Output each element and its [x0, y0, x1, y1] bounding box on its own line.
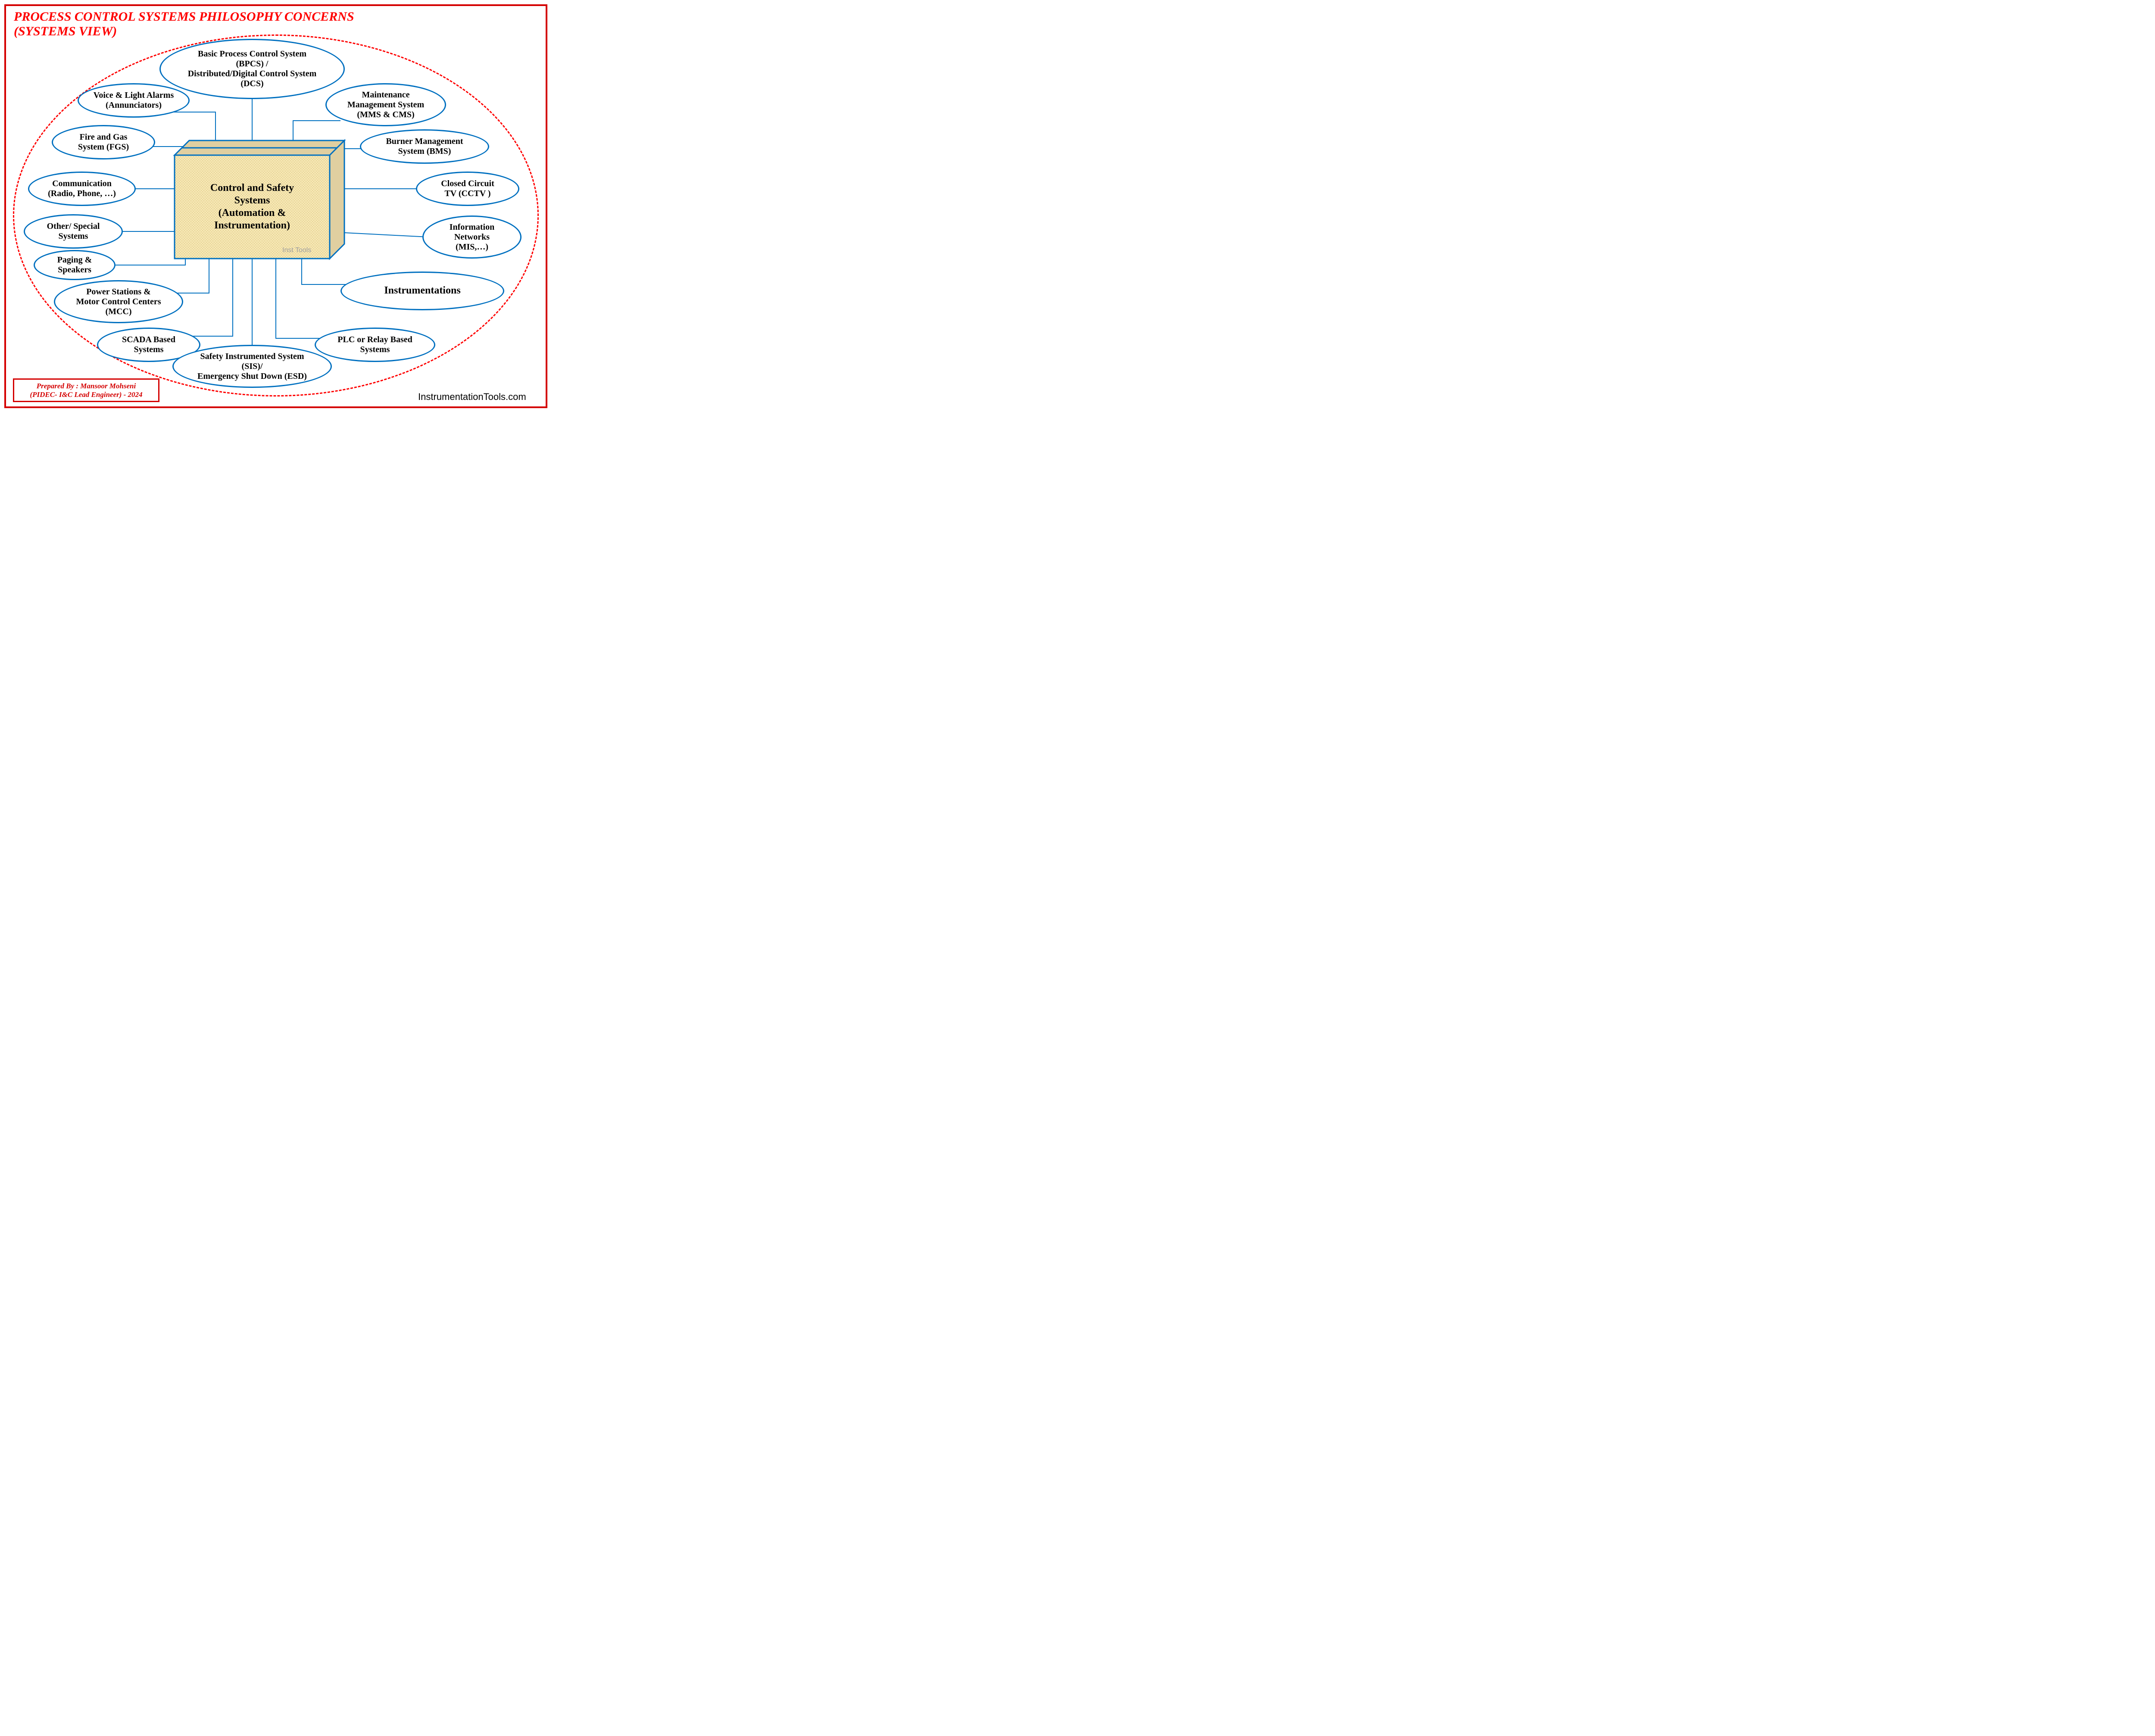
central-cube: Control and Safety Systems (Automation &… [175, 141, 344, 259]
node-info-label: Information Networks (MIS,…) [450, 222, 494, 252]
node-other-label: Other/ Special Systems [47, 222, 100, 241]
node-alarms-label: Voice & Light Alarms (Annunciators) [94, 91, 174, 110]
node-paging: Paging & Speakers [34, 250, 116, 280]
node-mcc: Power Stations & Motor Control Centers (… [54, 280, 183, 323]
node-bms: Burner Management System (BMS) [360, 129, 489, 164]
node-plc: PLC or Relay Based Systems [315, 328, 435, 362]
watermark: Inst Tools [282, 247, 325, 255]
node-bms-label: Burner Management System (BMS) [386, 137, 463, 156]
author-box: Prepared By : Mansoor Mohseni (PIDEC- I&… [13, 378, 159, 402]
node-mms: Maintenance Management System (MMS & CMS… [325, 83, 446, 126]
node-info: Information Networks (MIS,…) [422, 215, 522, 259]
diagram-canvas: PROCESS CONTROL SYSTEMS PHILOSOPHY CONCE… [0, 0, 552, 412]
node-cctv-label: Closed Circuit TV (CCTV ) [441, 179, 494, 199]
node-comm-label: Communication (Radio, Phone, …) [48, 179, 116, 199]
node-mms-label: Maintenance Management System (MMS & CMS… [347, 90, 424, 120]
node-bpcs-label: Basic Process Control System (BPCS) / Di… [188, 49, 317, 89]
node-alarms: Voice & Light Alarms (Annunciators) [78, 83, 190, 118]
node-instr: Instrumentations [340, 272, 504, 310]
node-sis-label: Safety Instrumented System (SIS)/ Emerge… [197, 352, 307, 381]
diagram-title: PROCESS CONTROL SYSTEMS PHILOSOPHY CONCE… [14, 9, 354, 39]
central-label: Control and Safety Systems (Automation &… [175, 155, 330, 259]
node-sis: Safety Instrumented System (SIS)/ Emerge… [172, 345, 332, 388]
node-paging-label: Paging & Speakers [57, 255, 92, 275]
node-fgs: Fire and Gas System (FGS) [52, 125, 155, 159]
node-cctv: Closed Circuit TV (CCTV ) [416, 172, 519, 206]
node-comm: Communication (Radio, Phone, …) [28, 172, 136, 206]
site-credit: InstrumentationTools.com [418, 391, 526, 403]
node-instr-label: Instrumentations [384, 285, 460, 297]
node-bpcs: Basic Process Control System (BPCS) / Di… [159, 39, 345, 99]
node-mcc-label: Power Stations & Motor Control Centers (… [76, 287, 161, 317]
node-other: Other/ Special Systems [24, 214, 123, 249]
node-scada-label: SCADA Based Systems [122, 335, 175, 355]
node-plc-label: PLC or Relay Based Systems [337, 335, 412, 355]
node-fgs-label: Fire and Gas System (FGS) [78, 132, 129, 152]
